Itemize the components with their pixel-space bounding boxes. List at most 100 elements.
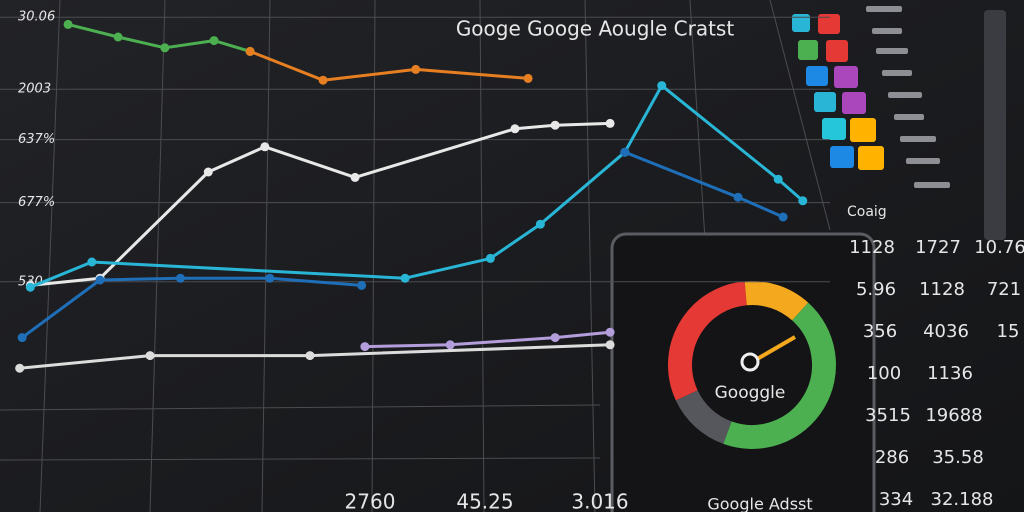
y-tick-label: 30.06	[18, 10, 55, 25]
scrollbar	[984, 10, 1006, 240]
table-cell: 32.188	[931, 489, 994, 510]
point	[605, 327, 615, 337]
grid-line	[371, 0, 376, 512]
point	[523, 73, 533, 83]
point	[360, 342, 370, 352]
table-cell: 334	[879, 489, 913, 510]
point	[160, 43, 170, 53]
swatch	[806, 66, 828, 86]
list-line	[888, 92, 922, 98]
point	[305, 351, 315, 361]
swatch	[858, 146, 884, 170]
point	[260, 142, 270, 152]
point	[657, 81, 667, 91]
list-line	[866, 6, 902, 12]
footer-value: 45.25	[456, 490, 513, 512]
gauge-arc	[675, 389, 732, 444]
vertical-grid	[0, 0, 831, 512]
swatch	[798, 40, 818, 60]
swatch	[814, 92, 836, 112]
gauge-needle	[750, 335, 797, 364]
grid-line	[689, 0, 706, 241]
grid-line	[479, 0, 485, 512]
table-title: Coaig	[847, 204, 887, 220]
table-cell: 19688	[925, 405, 982, 426]
table-cell: 1128	[849, 237, 895, 258]
point	[510, 124, 520, 134]
point	[175, 273, 185, 283]
point	[411, 64, 421, 74]
point	[605, 118, 615, 128]
y-tick-label: 2003	[18, 82, 51, 97]
grid-line	[0, 404, 601, 411]
table-cell: 4036	[923, 321, 969, 342]
point	[113, 32, 123, 42]
series-line	[249, 50, 529, 82]
series-line	[30, 121, 611, 287]
point	[25, 282, 35, 292]
table-cell: 1128	[919, 279, 965, 300]
side-list	[866, 6, 1006, 240]
grid-line	[769, 0, 831, 231]
swatch	[826, 40, 848, 62]
point	[245, 46, 255, 56]
point	[63, 19, 73, 29]
point	[15, 363, 25, 373]
footer-value: 2760	[345, 490, 396, 512]
swatch	[822, 118, 846, 140]
chart-title: Googe Googe Aougle Cratst	[456, 17, 735, 41]
point	[400, 273, 410, 283]
gauge-caption: Google Adsst	[707, 495, 812, 512]
point	[357, 280, 367, 290]
table-cell: 3515	[865, 405, 911, 426]
table-cell: 15	[997, 321, 1020, 342]
swatch	[830, 146, 854, 168]
table-cell: 1136	[927, 363, 973, 384]
swatch	[792, 14, 810, 32]
table-cell: 286	[875, 447, 909, 468]
gauge-arc	[668, 281, 748, 401]
grid-line	[0, 457, 601, 461]
gauge-arc	[744, 281, 809, 321]
footer-value: 3.016	[571, 490, 628, 512]
y-tick-label: 637%	[18, 132, 55, 147]
y-tick-label: 677%	[18, 195, 55, 210]
series-line	[19, 343, 611, 370]
table-cell: 356	[863, 321, 897, 342]
grid-line	[261, 0, 271, 512]
table-cell: 100	[867, 363, 901, 384]
point	[535, 219, 545, 229]
point	[17, 333, 27, 343]
list-line	[872, 28, 902, 34]
point	[798, 196, 808, 206]
point	[773, 174, 783, 184]
point	[265, 273, 275, 283]
point	[733, 192, 743, 202]
list-line	[882, 70, 912, 76]
table-cell: 10.76	[974, 237, 1024, 258]
point	[318, 75, 328, 85]
swatch	[842, 92, 866, 114]
point	[550, 333, 560, 343]
list-line	[906, 158, 940, 164]
point	[87, 257, 97, 267]
point	[350, 172, 360, 182]
point	[203, 167, 213, 177]
table-cell: 35.58	[932, 447, 984, 468]
point	[605, 340, 615, 350]
table-cell: 1727	[915, 237, 961, 258]
table-cell: 5.96	[856, 279, 896, 300]
list-line	[876, 48, 908, 54]
gauge-label: Googgle	[715, 383, 786, 403]
point	[145, 351, 155, 361]
point	[445, 340, 455, 350]
point	[485, 253, 495, 263]
series-line	[364, 330, 611, 349]
point	[95, 275, 105, 285]
swatch	[850, 118, 876, 142]
gauge	[668, 281, 836, 449]
grid-line	[149, 0, 166, 512]
point	[778, 212, 788, 222]
